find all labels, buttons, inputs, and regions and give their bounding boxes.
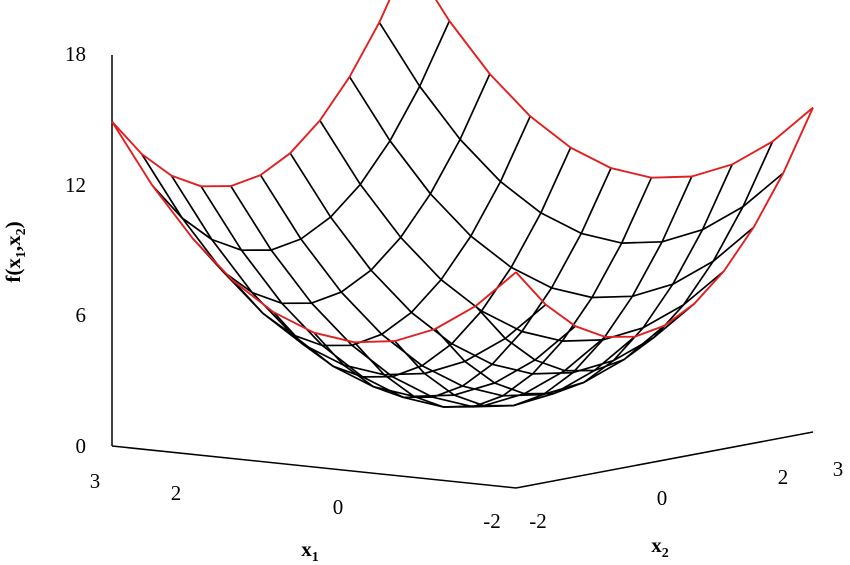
mesh-line-x2 [140,153,547,376]
x1-axis-line [111,445,517,489]
mesh-line-x2 [259,174,666,397]
boundary-curve [111,121,517,344]
x2-tick-label: 2 [778,465,789,489]
mesh-line-x2 [200,185,606,408]
mesh-line-x2 [378,21,784,244]
x1-axis-label: x1 [301,537,319,565]
mesh-line-x2 [348,76,755,299]
z-tick-label: 18 [65,42,86,66]
axes [111,55,814,489]
mesh-line-x2 [230,185,636,408]
x2-axis-label: x2 [651,533,669,561]
surface-boundary [111,0,814,344]
boundary-curve [515,107,814,338]
x2-tick-labels: -2 0 2 3 [529,457,843,533]
x1-tick-label: -2 [483,509,501,533]
x2-tick-label: -2 [529,509,547,533]
z-tick-label: 6 [76,303,87,327]
boundary-curve [111,0,391,188]
z-tick-label: 0 [76,434,87,458]
mesh-line-x1 [192,73,491,305]
x2-tick-label: 3 [833,457,844,481]
z-tick-labels: 0 6 12 18 [65,42,86,458]
mesh-line-x1 [232,115,531,347]
x2-axis-line [515,431,814,489]
x1-tick-label: 0 [333,495,344,519]
x1-tick-label: 3 [90,469,101,493]
mesh-line-x2 [319,120,725,342]
mesh-line-x1 [434,164,733,395]
z-tick-label: 12 [65,173,86,197]
z-axis-label: f(x1,x2) [1,221,29,282]
mesh-line-x1 [353,177,653,408]
mesh-line-x2 [289,152,695,375]
x1-tick-labels: 3 2 0 -2 [90,469,501,533]
x1-tick-label: 2 [171,481,182,505]
x2-tick-label: 0 [657,486,668,510]
surface-mesh [140,20,784,408]
mesh-line-x2 [170,175,576,398]
boundary-curve [435,0,814,179]
